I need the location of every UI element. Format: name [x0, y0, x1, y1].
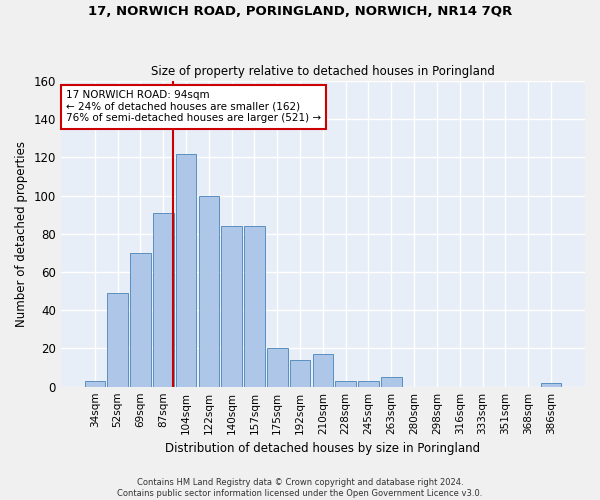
Bar [153, 213, 173, 386]
Bar [335, 381, 356, 386]
Title: Size of property relative to detached houses in Poringland: Size of property relative to detached ho… [151, 66, 495, 78]
Bar [244, 226, 265, 386]
Bar [381, 377, 401, 386]
X-axis label: Distribution of detached houses by size in Poringland: Distribution of detached houses by size … [166, 442, 481, 455]
Bar [267, 348, 287, 387]
Text: 17, NORWICH ROAD, PORINGLAND, NORWICH, NR14 7QR: 17, NORWICH ROAD, PORINGLAND, NORWICH, N… [88, 5, 512, 18]
Text: 17 NORWICH ROAD: 94sqm
← 24% of detached houses are smaller (162)
76% of semi-de: 17 NORWICH ROAD: 94sqm ← 24% of detached… [66, 90, 321, 124]
Bar [107, 293, 128, 386]
Bar [85, 381, 105, 386]
Bar [541, 383, 561, 386]
Bar [176, 154, 196, 386]
Y-axis label: Number of detached properties: Number of detached properties [15, 141, 28, 327]
Bar [313, 354, 333, 386]
Bar [199, 196, 219, 386]
Bar [358, 381, 379, 386]
Bar [221, 226, 242, 386]
Text: Contains HM Land Registry data © Crown copyright and database right 2024.
Contai: Contains HM Land Registry data © Crown c… [118, 478, 482, 498]
Bar [290, 360, 310, 386]
Bar [130, 253, 151, 386]
